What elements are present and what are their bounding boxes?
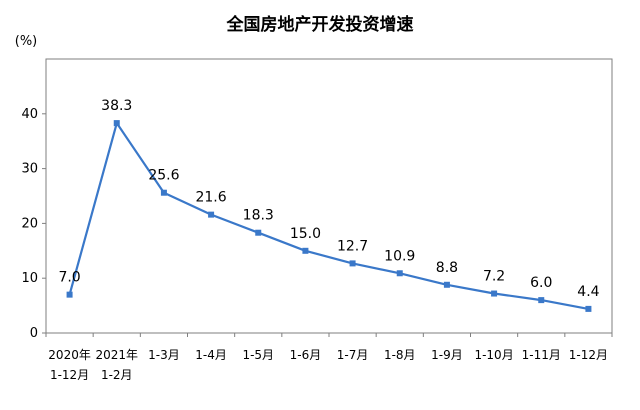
data-label: 7.0 [58, 270, 80, 286]
data-label: 8.8 [436, 260, 458, 276]
x-tick-label: 1-6月 [290, 348, 322, 362]
y-tick-label: 0 [30, 326, 38, 341]
data-point-marker [113, 120, 120, 127]
x-tick-label: 1-8月 [384, 348, 416, 362]
x-tick-label: 1-3月 [148, 348, 180, 362]
data-point-marker [160, 189, 167, 196]
x-tick-label: 1-11月 [522, 348, 561, 362]
chart-title: 全国房地产开发投资增速 [226, 14, 414, 35]
x-tick-label: 1-12月 [569, 348, 608, 362]
data-point-marker [491, 290, 498, 297]
y-axis-unit-label: (%) [15, 34, 38, 49]
data-point-marker [255, 229, 262, 236]
x-axis: 2020年 1-12月 2021年 1-2月 1-3月 1-4月 1-5月 1-6月 1-7月 1… [45, 333, 613, 382]
data-point-marker [349, 260, 356, 267]
data-point-marker [585, 305, 592, 312]
data-label: 21.6 [195, 190, 226, 206]
data-label: 7.2 [483, 269, 505, 285]
y-tick-label: 10 [21, 271, 38, 286]
y-tick-label: 40 [21, 107, 38, 122]
data-label: 12.7 [337, 238, 368, 254]
data-label: 10.9 [384, 248, 415, 264]
x-tick-label: 1-7月 [337, 348, 369, 362]
data-point-marker [66, 291, 73, 298]
x-tick-label: 1-12月 [50, 368, 89, 382]
y-tick-label: 20 [21, 216, 38, 231]
data-label: 4.4 [577, 284, 599, 300]
data-point-marker [396, 270, 403, 277]
y-axis: 0 10 20 30 40 [21, 107, 46, 341]
data-point-marker [538, 297, 545, 304]
x-tick-label: 1-2月 [101, 368, 133, 382]
series-investment-growth: 7.0 38.3 25.6 21.6 18.3 15.0 12.7 10.9 8.8 7.2 6.0… [58, 98, 600, 312]
x-tick-label: 1-4月 [195, 348, 227, 362]
x-tick-label: 1-5月 [242, 348, 274, 362]
data-point-marker [443, 281, 450, 288]
data-label: 38.3 [101, 98, 132, 114]
data-label: 18.3 [243, 208, 274, 224]
x-tick-label: 2021年 [95, 348, 138, 362]
data-label: 6.0 [530, 275, 552, 291]
x-tick-label: 1-10月 [474, 348, 513, 362]
x-tick-label: 1-9月 [431, 348, 463, 362]
data-label: 15.0 [290, 226, 321, 242]
data-point-marker [302, 247, 309, 254]
data-point-marker [208, 211, 215, 218]
x-tick-label: 2020年 [48, 348, 91, 362]
y-tick-label: 30 [21, 162, 38, 177]
data-label: 25.6 [148, 168, 179, 184]
series-line [68, 121, 589, 310]
